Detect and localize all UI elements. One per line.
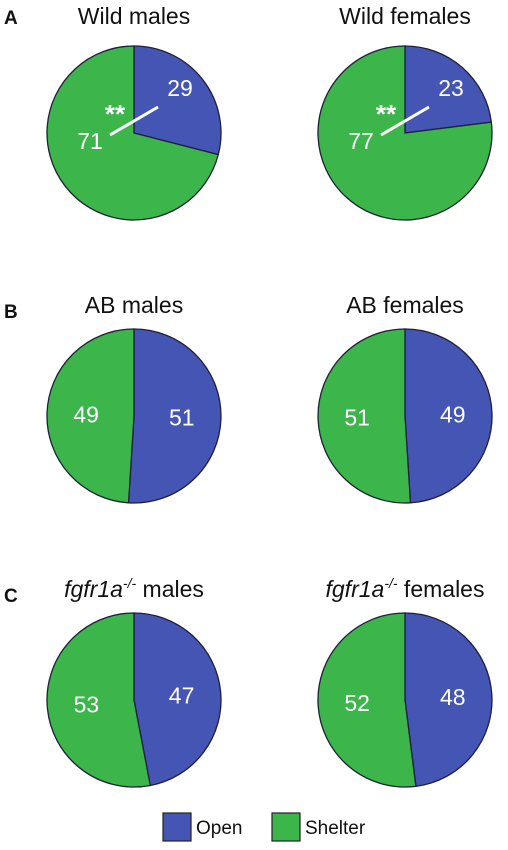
pie-slice-open [404,612,493,788]
pie-chart-5: fgfr1a-/- males 47 53 [46,575,222,788]
significance-label: ** [376,99,397,129]
slice-label-open: 48 [440,684,466,710]
pie-chart-1: Wild males 29 71** [46,3,222,221]
pie-title: Wild females [339,3,471,29]
pie-slice-open [133,45,222,156]
pie-title: AB females [346,292,464,318]
slice-label-open: 51 [169,405,195,431]
slice-label-shelter: 71 [77,128,103,154]
leader-line [380,105,430,137]
slice-label-shelter: 52 [344,690,370,716]
legend: Open Shelter [162,812,366,842]
slice-label-shelter: 51 [344,405,370,431]
pie-slice-open [127,328,222,504]
slice-label-shelter: 53 [74,692,100,718]
leader-line [109,105,159,137]
slice-label-open: 49 [440,402,466,428]
slice-label-shelter: 49 [73,402,99,428]
slice-label-open: 29 [167,75,193,101]
pie-slice-shelter [317,45,493,221]
pie-chart-2: Wild females 23 77** [317,3,493,221]
panel-letter-a: A [4,8,18,29]
pie-slice-shelter [317,328,412,504]
pie-slice-shelter [46,328,135,504]
panel-letter-b: B [4,302,18,323]
slice-label-open: 47 [169,683,195,709]
pie-slice-open [404,328,493,504]
pie-title: Wild males [78,3,190,29]
significance-label: ** [105,99,126,129]
legend-label-open: Open [196,818,242,839]
panel-letter-c: C [4,586,18,607]
pie-title: fgfr1a-/- males [64,575,204,602]
pie-slice-open [133,612,222,787]
pie-chart-3: AB males 51 49 [46,292,222,504]
slice-label-open: 23 [438,75,464,101]
legend-swatch-open [162,812,192,842]
pie-chart-4: AB females 49 51 [317,292,493,504]
pie-title: AB males [85,292,183,318]
pie-slice-shelter [46,612,152,788]
pie-title: fgfr1a-/- females [326,575,485,602]
pie-slice-open [404,45,493,134]
slice-label-shelter: 77 [348,128,374,154]
pie-chart-6: fgfr1a-/- females 48 52 [317,575,493,788]
legend-label-shelter: Shelter [305,818,366,839]
legend-swatch-shelter [271,812,301,842]
pie-slice-shelter [46,45,220,221]
pie-slice-shelter [317,612,417,788]
